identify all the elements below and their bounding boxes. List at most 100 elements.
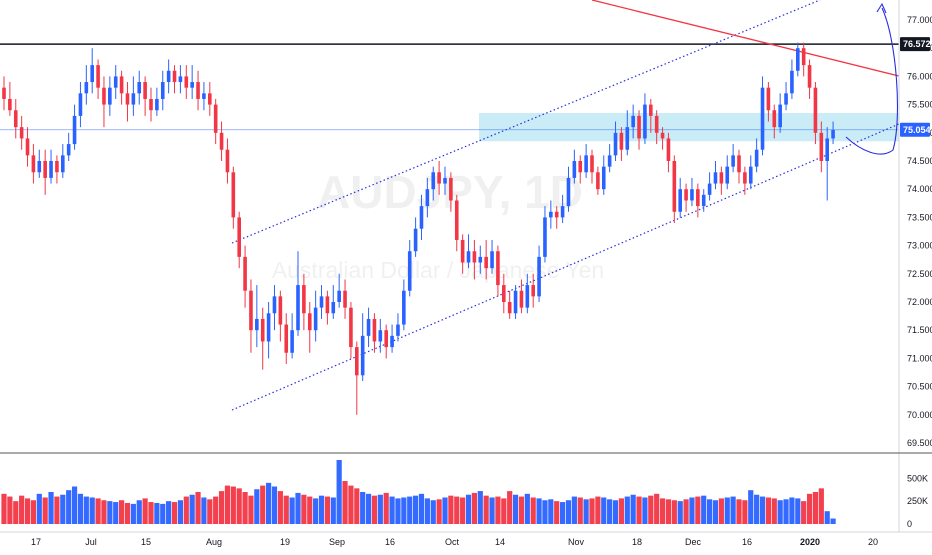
candle-body — [319, 296, 324, 308]
candle — [243, 245, 247, 308]
candle — [284, 313, 289, 365]
candle-body — [807, 65, 812, 88]
volume-bar — [171, 502, 178, 524]
candle — [596, 166, 600, 195]
time-tick-label: 2020 — [800, 537, 820, 547]
candle-body — [484, 256, 488, 269]
time-tick-label: 18 — [632, 537, 642, 547]
volume-bar — [595, 496, 601, 524]
candle — [13, 98, 18, 139]
volume-bar — [395, 498, 401, 524]
candle-body — [396, 324, 400, 336]
volume-bar — [277, 491, 283, 524]
candle — [484, 239, 488, 280]
candle-body — [654, 115, 659, 133]
candle-body — [143, 82, 147, 99]
candle — [801, 42, 806, 77]
volume-bar — [213, 496, 219, 524]
volume-bar — [119, 500, 125, 524]
candle — [202, 82, 206, 111]
candle-body — [178, 76, 183, 83]
volume-tick-label: 0 — [907, 519, 912, 529]
volume-bar — [19, 495, 25, 524]
volume-bar — [701, 495, 707, 524]
volume-bar — [783, 499, 789, 524]
volume-bar — [365, 493, 372, 524]
candle-body — [590, 155, 594, 173]
candle — [825, 127, 829, 201]
volume-bar — [501, 498, 507, 524]
candle — [378, 318, 383, 353]
candle — [731, 144, 735, 173]
volume-tick-label: 250K — [907, 496, 928, 506]
candle-body — [519, 290, 524, 308]
volume-bar — [401, 497, 407, 524]
volume-layer — [1, 460, 836, 524]
candle — [72, 104, 77, 150]
price-tick-label: 71.000 — [907, 353, 932, 363]
candle — [654, 110, 659, 145]
time-axis[interactable]: 17 Jul 15 Aug 19 Sep 16 Oct 14 Nov 18 Dec 16 2020 20 — [31, 537, 878, 547]
volume-bar — [101, 500, 107, 524]
candle-body — [660, 132, 665, 139]
price-tick-label: 77.000 — [907, 15, 932, 25]
volume-bar — [812, 492, 819, 524]
candle — [366, 307, 371, 348]
volume-bar — [136, 500, 142, 524]
volume-bar — [818, 488, 824, 524]
candle — [155, 87, 159, 116]
channel-layer — [231, 0, 900, 411]
candle-body — [819, 132, 824, 161]
candle-body — [743, 172, 747, 184]
candle-body — [8, 98, 12, 111]
volume-bar — [560, 502, 566, 524]
candle-body — [790, 70, 794, 94]
candle — [55, 155, 59, 184]
volume-bar — [442, 497, 448, 524]
candle-body — [413, 228, 418, 252]
volume-bar — [707, 499, 713, 524]
candle — [225, 138, 230, 184]
candle-body — [549, 211, 553, 218]
candle-body — [701, 194, 706, 207]
candle — [690, 177, 694, 207]
time-tick-label: 16 — [385, 537, 395, 547]
candle-body — [243, 256, 247, 291]
candle — [572, 149, 577, 184]
candle — [325, 290, 330, 325]
volume-bar — [771, 498, 777, 524]
volume-bar — [224, 485, 231, 524]
volume-bar — [518, 496, 525, 524]
time-tick-label: 19 — [280, 537, 290, 547]
candle-body — [754, 149, 759, 167]
volume-bar — [242, 492, 248, 524]
candle — [278, 290, 283, 342]
candle-body — [543, 217, 547, 257]
candle — [513, 285, 518, 319]
price-tick-label: 74.500 — [907, 156, 932, 166]
volume-bar — [113, 502, 119, 524]
candle — [743, 166, 747, 195]
projection-curve — [845, 7, 898, 155]
candle-body — [402, 290, 406, 325]
volume-bar — [89, 497, 95, 524]
candle — [807, 59, 812, 99]
volume-bar — [489, 497, 495, 524]
volume-bar — [612, 500, 619, 524]
candle-body — [66, 144, 71, 156]
price-badge-label: 76.572 — [903, 39, 931, 49]
candle-body — [672, 161, 677, 212]
candle-body — [831, 129, 835, 139]
volume-bar — [160, 503, 166, 524]
candle — [125, 82, 130, 122]
candle — [725, 155, 730, 190]
candle-body — [625, 127, 630, 150]
candle — [166, 59, 171, 94]
volume-bar — [107, 501, 113, 524]
candle — [255, 285, 259, 348]
candle-body — [431, 172, 436, 190]
volume-bar — [477, 491, 483, 524]
candle-body — [496, 251, 500, 286]
volume-bar — [607, 499, 613, 524]
candle — [331, 285, 336, 319]
